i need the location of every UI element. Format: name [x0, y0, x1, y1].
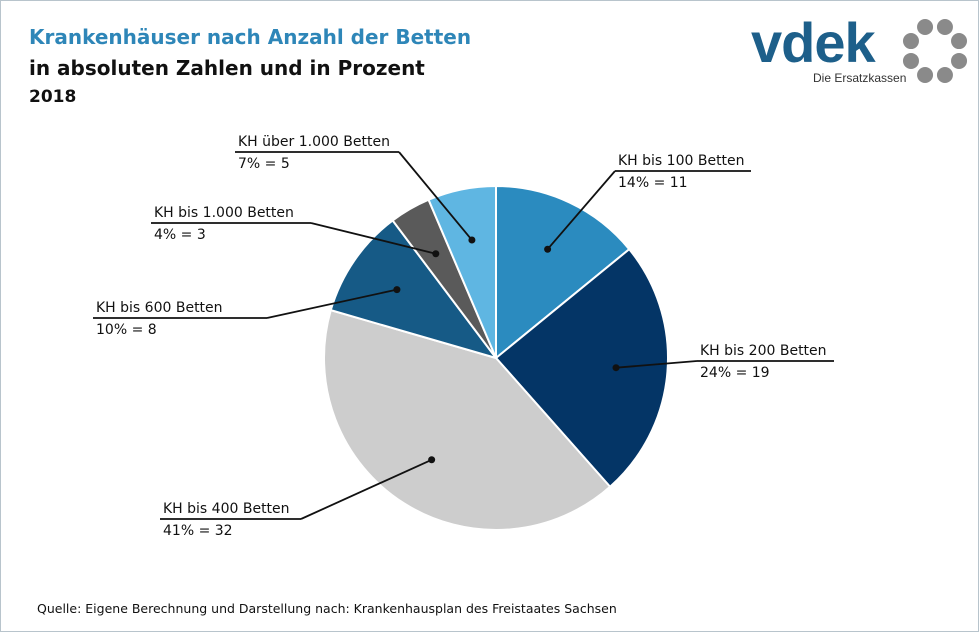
leader-line [615, 360, 698, 369]
slice-value-label: 4% = 3 [154, 227, 206, 243]
slice-value-label: 41% = 32 [163, 523, 233, 539]
leader-dot [468, 236, 476, 244]
logo-ring-icon [902, 18, 968, 84]
leader-line [546, 170, 616, 250]
pie-slice [494, 247, 669, 489]
logo-ring-dot [902, 52, 919, 69]
logo-wordmark: vdek [751, 11, 876, 74]
leader-line [310, 222, 437, 255]
slice-label: KH bis 1.000 Betten [154, 205, 294, 221]
chart-subtitle: in absoluten Zahlen und in Prozent [29, 56, 425, 80]
leader-dot [428, 456, 436, 464]
pie-slice [323, 308, 612, 531]
pie-slice [329, 219, 499, 360]
pie-slice [427, 184, 497, 359]
leader-dot [393, 286, 401, 294]
logo-ring-dot [936, 18, 953, 35]
leader-line [266, 288, 398, 319]
slice-label: KH bis 200 Betten [700, 343, 827, 359]
logo-ring-dot [951, 33, 968, 50]
logo-ring-dot [951, 52, 968, 69]
slice-label: KH bis 400 Betten [163, 501, 290, 517]
slice-label: KH über 1.000 Betten [238, 134, 390, 150]
chart-title: Krankenhäuser nach Anzahl der Betten [29, 25, 472, 49]
slice-value-label: 14% = 11 [618, 175, 688, 191]
logo-ring-dot [902, 33, 919, 50]
logo-ring-dot [936, 67, 953, 84]
logo-ring-dot [917, 18, 934, 35]
logo-tagline: Die Ersatzkassen [813, 71, 907, 85]
leader-dot [612, 364, 620, 372]
vdek-logo: vdek Die Ersatzkassen [751, 15, 971, 87]
slice-value-label: 24% = 19 [700, 365, 770, 381]
leader-dot [432, 250, 440, 258]
leader-dot [544, 245, 552, 253]
slice-label: KH bis 600 Betten [96, 300, 223, 316]
chart-year: 2018 [29, 87, 77, 107]
logo-ring-dot [917, 67, 934, 84]
leader-line [398, 151, 473, 241]
slice-value-label: 7% = 5 [238, 156, 290, 172]
leader-line [300, 458, 433, 520]
source-note: Quelle: Eigene Berechnung und Darstellun… [37, 601, 617, 616]
slice-value-label: 10% = 8 [96, 322, 157, 338]
slice-label: KH bis 100 Betten [618, 153, 745, 169]
pie-slice [495, 184, 631, 361]
